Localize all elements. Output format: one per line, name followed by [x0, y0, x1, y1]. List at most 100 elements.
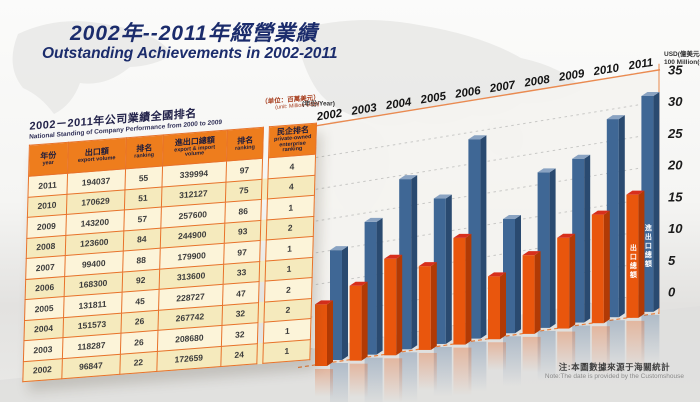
export-bar-2009-top [557, 233, 576, 238]
table-cell: 96847 [61, 353, 121, 379]
col-header-en: ranking [234, 143, 256, 152]
export-bar-2008-top [522, 251, 541, 256]
export-bar-2004-side [396, 254, 403, 356]
export-bar-2007-side [500, 272, 506, 340]
export-bar-2003 [349, 285, 362, 361]
col-header-2: 排名 ranking [125, 134, 164, 169]
footnote-chinese: 注:本圖數據來源于海關統計 [558, 362, 671, 372]
footnote: 注:本圖數據來源于海關統計 Note:The date is provided … [545, 361, 684, 380]
series-label-export: 出口總額 [629, 243, 637, 279]
export-bar-2010-reflection [591, 326, 610, 376]
import-export-bar-2011-side [653, 91, 660, 312]
x-tick-label-2010: 2010 [592, 62, 621, 78]
export-bar-2007-top [488, 272, 506, 277]
col-header-5: 民企排名 private-owned enterprise ranking [268, 123, 317, 158]
table-cell: 47 [222, 281, 260, 305]
x-tick-label-2002: 2002 [315, 108, 344, 124]
export-bar-2009 [557, 237, 570, 329]
export-bar-2010 [591, 214, 604, 324]
import-export-bar-2009-side [584, 154, 591, 323]
title-chinese: 2002年--2011年經營業績 [70, 22, 318, 45]
import-export-bar-2010-top [606, 115, 625, 120]
import-export-bar-2004-top [399, 175, 418, 180]
table-cell: 88 [122, 248, 160, 272]
y-tick-label-30: 30 [668, 94, 683, 109]
col-header-en: year [42, 159, 54, 167]
x-tick-label-2009: 2009 [557, 68, 586, 84]
import-export-bar-2002-reflection [330, 363, 348, 402]
table-cell: 97 [225, 158, 264, 182]
col-header-en: private-owned enterprise ranking [273, 133, 312, 154]
table-cell: 2002 [22, 358, 62, 382]
import-export-bar-2007-top [503, 214, 521, 219]
import-export-bar-2009-top [572, 154, 591, 159]
export-bar-2007-reflection [488, 342, 506, 371]
import-export-bar-2004-reflection [399, 352, 418, 402]
export-bar-2008-reflection [522, 336, 541, 373]
title-english: Outstanding Achievements in 2002-2011 [42, 45, 338, 63]
x-axis-label: (年份/Year) [302, 99, 335, 108]
col-header-1: 出口額 export volume [67, 137, 127, 174]
import-export-bar-2004-side [411, 175, 418, 350]
table-cell: 32 [221, 302, 259, 326]
export-bar-2011 [626, 194, 639, 318]
export-bar-2009-side [569, 233, 576, 329]
export-bar-2004 [384, 258, 397, 356]
import-export-bar-2005-top [433, 194, 452, 199]
export-bar-2005-side [430, 262, 437, 350]
import-export-bar-2011-reflection [641, 314, 660, 365]
export-bar-2003-reflection [349, 363, 368, 398]
export-bar-2005-top [418, 262, 437, 267]
import-export-bar-2010-side [618, 115, 625, 318]
export-bar-2008 [522, 255, 535, 334]
y-tick-label-20: 20 [667, 158, 683, 173]
x-tick-label-2006: 2006 [453, 85, 482, 101]
export-bar-2003-top [349, 281, 368, 286]
table-cell: 55 [124, 166, 163, 190]
table-cell: 92 [122, 268, 160, 293]
export-bar-2006-side [465, 233, 472, 345]
page-title: 2002年--2011年經營業績 Outstanding Achievement… [42, 22, 337, 62]
export-bar-2005 [418, 266, 431, 350]
import-export-bar-2008-reflection [537, 330, 556, 381]
import-export-bar-2006-side [480, 135, 487, 339]
export-bar-2002-top [315, 300, 333, 305]
col-header-4: 排名 ranking [226, 127, 264, 162]
import-export-bar-2003-reflection [364, 357, 383, 402]
col-header-3: 進出口總額 export & import volume [162, 130, 228, 167]
y-tick-label-0: 0 [668, 285, 676, 300]
export-bar-2010-top [591, 210, 610, 215]
y-tick-label-15: 15 [668, 189, 683, 204]
export-bar-2006-top [453, 233, 472, 238]
export-bar-2010-side [603, 210, 610, 324]
import-export-bar-2008-top [537, 168, 556, 173]
table-body: 2011 194037 55 339994 97 4 2010 170629 51 312127 7… [22, 154, 316, 382]
export-bar-2006-reflection [453, 347, 472, 396]
export-bar-2003-side [361, 281, 368, 361]
x-axis-top-line [295, 69, 661, 130]
import-export-bar-2011-top [641, 91, 660, 96]
series-label-import-export: 進出口總額 [644, 223, 652, 268]
table-cell: 33 [222, 260, 261, 285]
import-export-bar-2005-side [445, 194, 452, 344]
x-tick-label-2004: 2004 [384, 96, 413, 112]
export-bar-2011-side [638, 190, 645, 318]
table-cell: 22 [119, 350, 157, 375]
export-bar-2006 [453, 237, 466, 345]
export-bar-2009-reflection [557, 331, 576, 373]
y-axis-unit-line1: USD(億美元/ [664, 49, 700, 58]
export-bar-2004-reflection [384, 358, 403, 402]
import-export-bar-2007-reflection [503, 336, 521, 387]
x-tick-label-2005: 2005 [419, 91, 448, 107]
export-bar-2011-reflection [626, 320, 645, 371]
table-cell: 75 [225, 178, 263, 203]
import-export-bar-2009-reflection [572, 325, 591, 376]
import-export-bar-2006-reflection [468, 341, 487, 392]
y-tick-label-25: 25 [667, 126, 683, 141]
table-cell: 32 [221, 322, 259, 346]
import-export-bar-2002-top [330, 246, 348, 251]
x-tick-label-2011: 2011 [627, 57, 654, 73]
footnote-english: Note:The date is provided by the Customs… [544, 373, 684, 380]
